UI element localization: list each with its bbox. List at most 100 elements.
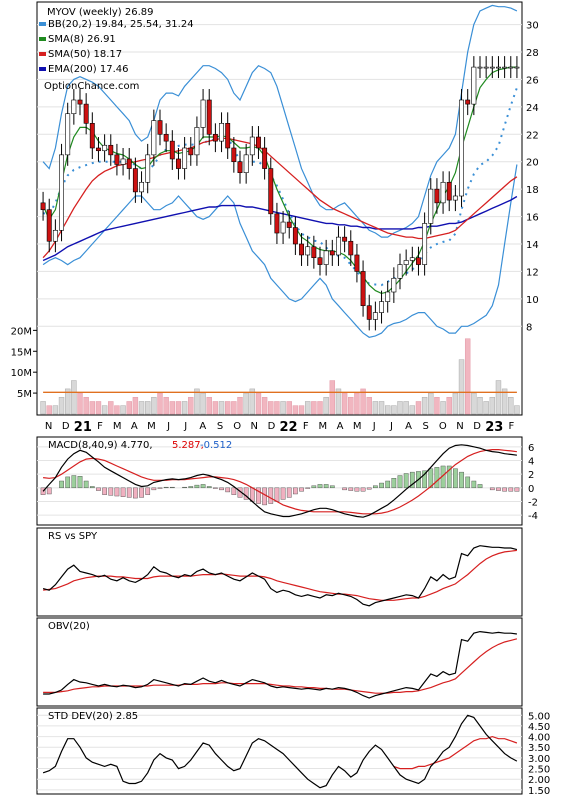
volume-bar [212, 401, 219, 415]
std-tick-label: 3.50 [528, 743, 550, 754]
candle-body [132, 168, 138, 193]
std-line [42, 714, 518, 789]
volume-bar [52, 405, 59, 415]
macd-hist-bar [274, 487, 280, 502]
macd-tick-label: -4 [528, 511, 538, 522]
macd-hist-bar [286, 487, 292, 498]
volume-bar [194, 388, 200, 415]
volume-tick-label: 20M [11, 326, 32, 337]
candle-body [65, 113, 71, 156]
volume-bar [157, 392, 163, 415]
volume-tick-label: 5M [17, 389, 32, 400]
candle-body [163, 133, 169, 142]
x-tick-label: O [233, 421, 241, 432]
candle-body [243, 154, 249, 173]
candle-body [329, 250, 335, 256]
volume-bar [144, 401, 151, 415]
volume-bar [464, 338, 471, 415]
macd-hist-bar [200, 484, 206, 489]
y-tick-label: 10 [526, 295, 539, 306]
candle-body [372, 312, 378, 320]
macd-hist-bar [293, 487, 298, 495]
x-tick-label: O [439, 421, 447, 432]
rs-average-line [43, 549, 517, 601]
volume-bar [261, 397, 268, 415]
macd-hist-bar [465, 476, 471, 489]
macd-hist-bar [157, 487, 163, 489]
std-tick-label: 1.50 [528, 786, 550, 796]
std-average-line [393, 735, 518, 770]
candle-body [83, 103, 89, 124]
x-tick-label: M [319, 421, 328, 432]
macd-tick-label: -2 [528, 498, 538, 509]
candle-body [262, 147, 268, 169]
volume-bar [292, 405, 299, 415]
macd-tick-label: 6 [528, 443, 534, 454]
volume-bar [434, 397, 440, 415]
x-tick-label: F [97, 421, 103, 432]
obv-label: OBV(20) [48, 621, 90, 632]
macd-hist-bar [89, 486, 95, 489]
x-tick-label: 21 [74, 420, 92, 435]
ema200-line [42, 195, 518, 262]
bb-upper-line [42, 4, 518, 238]
obv-panel [36, 617, 523, 707]
x-tick-label: A [131, 421, 138, 432]
volume-bar [421, 397, 428, 415]
x-tick-label: S [423, 421, 429, 432]
candle-body [292, 227, 298, 245]
volume-bar [101, 405, 108, 415]
y-tick-label: 18 [526, 185, 539, 196]
macd-hist-bar [194, 484, 200, 489]
macd-hist-bar [348, 487, 354, 491]
volume-bar [508, 397, 514, 415]
volume-bar [114, 405, 120, 415]
macd-hist-bar [188, 486, 194, 489]
macd-hist-bar [96, 487, 101, 491]
x-tick-label: F [509, 421, 515, 432]
candle-body [416, 257, 421, 265]
x-tick-label: A [405, 421, 412, 432]
macd-hist-bar [151, 487, 157, 491]
candle-body [397, 264, 403, 279]
macd-hist-bar [163, 486, 169, 489]
candle-body [237, 161, 243, 173]
macd-hist-value: -0.512 [200, 440, 232, 451]
price-axis: 30 28 26 24 22 20 18 16 14 12 10 8 20M 15M 10M 5M [11, 21, 539, 401]
candle-body [139, 181, 144, 193]
macd-tick-label: 4 [528, 457, 534, 468]
volume-bar [391, 405, 397, 415]
bb-lower-line [42, 164, 518, 338]
volume-bars [40, 338, 520, 415]
candle-body [274, 213, 280, 234]
std-label: STD DEV(20) 2.85 [48, 711, 138, 722]
macd-hist-bar [225, 487, 231, 493]
volume-tick-label: 10M [11, 368, 32, 379]
volume-bar [440, 401, 446, 415]
x-tick-label: A [337, 421, 344, 432]
chart-title: MYOV (weekly) 26.89 [47, 7, 153, 18]
macd-hist-bar [65, 476, 71, 489]
volume-bar [446, 397, 452, 415]
rs-panel [36, 527, 523, 617]
legend-label-bb: BB(20,2) 19.84, 25.54, 31.24 [48, 19, 194, 30]
candle-body [52, 229, 58, 242]
candle-body [145, 154, 151, 183]
volume-bar [163, 397, 169, 415]
volume-bar [268, 401, 274, 415]
macd-hist-bar [256, 487, 261, 504]
candle-body [256, 136, 261, 149]
volume-bar [95, 401, 102, 415]
candle-body [102, 144, 108, 152]
volume-bar [483, 401, 489, 415]
macd-hist-bar [477, 484, 483, 489]
volume-bar [200, 392, 206, 415]
macd-hist-bar [453, 468, 458, 489]
volume-bar [477, 397, 483, 415]
std-tick-label: 2.50 [528, 765, 550, 776]
macd-label: MACD(8,40,9) 4.770, [48, 440, 153, 451]
volume-bar [471, 392, 477, 415]
volume-bar [274, 401, 280, 415]
candle-body [502, 66, 508, 69]
candle-body [182, 147, 188, 169]
